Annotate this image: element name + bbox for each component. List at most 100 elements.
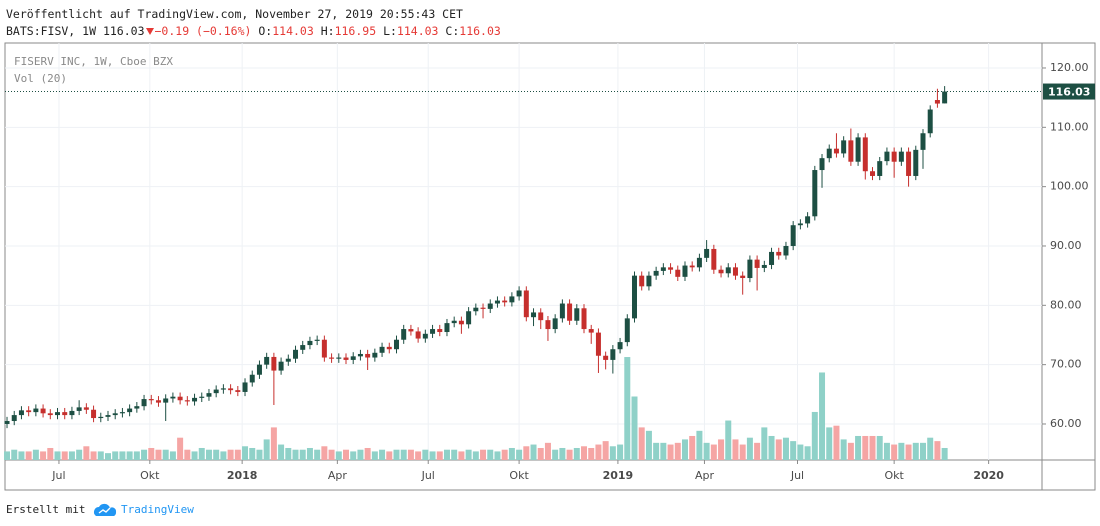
volume-bar (516, 449, 523, 460)
volume-bar (804, 446, 811, 460)
volume-bar (487, 449, 494, 460)
candle-body (18, 410, 24, 416)
x-tick-label: Jul (790, 469, 804, 482)
volume-bar (739, 444, 746, 460)
candle-body (329, 357, 335, 359)
candle-body (790, 225, 796, 246)
candle-body (458, 320, 464, 325)
candle-body (336, 357, 342, 359)
volume-bar (213, 449, 220, 460)
volume-bar (919, 442, 926, 460)
volume-bar (559, 447, 566, 460)
candle-body (105, 415, 111, 417)
volume-bar (299, 449, 306, 460)
candle-body (559, 303, 565, 319)
candle-body (696, 257, 702, 268)
candle-body (4, 421, 10, 424)
volume-bar (220, 451, 227, 460)
volume-bar (631, 396, 638, 460)
y-tick-label: 110.00 (1050, 120, 1089, 133)
candle-body (148, 399, 154, 401)
candle-body (610, 349, 616, 360)
volume-bar (667, 444, 674, 460)
candle-body (293, 349, 299, 359)
volume-bar (588, 447, 595, 460)
volume-bar (4, 451, 11, 460)
candle-body (365, 353, 371, 358)
candle-body (401, 329, 407, 340)
candle-body (343, 357, 349, 360)
volume-bar (746, 437, 753, 460)
volume-bar (718, 439, 725, 460)
candle-body (783, 245, 789, 256)
candle-body (574, 308, 580, 321)
volume-bar (407, 449, 414, 460)
candle-body (350, 356, 356, 360)
volume-bar (429, 451, 436, 460)
volume-bar (689, 435, 696, 460)
candle-body (415, 331, 421, 339)
candle-body (184, 400, 190, 402)
volume-bar (249, 447, 256, 460)
plot (4, 43, 1042, 460)
candle-body (660, 267, 666, 271)
candle-body (747, 259, 753, 279)
candle-body (26, 410, 32, 413)
volume-bar (725, 420, 732, 460)
volume-bar (119, 451, 126, 460)
volume-bar (371, 451, 378, 460)
y-tick-label: 100.00 (1050, 180, 1089, 193)
pane-title: FISERV INC, 1W, Cboe BZX (14, 55, 173, 68)
candle-body (934, 100, 940, 104)
volume-bar (242, 446, 249, 460)
volume-bar (415, 451, 422, 460)
candle-body (437, 329, 443, 333)
volume-bar (703, 442, 710, 460)
volume-bar (148, 447, 155, 460)
volume-bar (133, 451, 140, 460)
candle-body (646, 275, 652, 287)
volume-bar (458, 451, 465, 460)
volume-bar (104, 453, 111, 460)
candle-body (170, 396, 176, 399)
candle-body (444, 323, 450, 333)
volume-bar (83, 446, 90, 460)
candle-body (33, 408, 39, 413)
candle-body (833, 148, 839, 154)
volume-bar (32, 449, 39, 460)
candle-body (797, 223, 803, 226)
volume-bar (905, 444, 912, 460)
last-price-label: 116.03 (1048, 86, 1090, 99)
candle-body (192, 397, 198, 402)
candle-body (754, 259, 760, 268)
volume-bar (480, 449, 487, 460)
candle-body (199, 396, 205, 398)
candle-body (826, 148, 832, 159)
candle-body (653, 270, 659, 276)
volume-bar (826, 427, 833, 460)
candle-body (98, 416, 104, 419)
volume-bar (645, 430, 652, 460)
change: −0.19 (−0.16%) (154, 24, 252, 38)
candle-body (47, 413, 53, 416)
volume-bar (754, 442, 761, 460)
candle-body (545, 320, 551, 330)
volume-bar (76, 449, 83, 460)
candle-body (300, 345, 306, 350)
volume-bar (732, 439, 739, 460)
candle-body (163, 398, 169, 403)
candle-body (523, 290, 529, 318)
volume-bar (883, 442, 890, 460)
volume-bar (47, 447, 54, 460)
volume-bar (90, 451, 97, 460)
candle-body (451, 320, 457, 324)
candle-body (256, 364, 262, 375)
volume-bar (162, 449, 169, 460)
volume-bar (811, 411, 818, 460)
volume-bar (581, 446, 588, 460)
candle-body (307, 340, 313, 346)
volume-bar (869, 435, 876, 460)
candle-body (581, 308, 587, 330)
candle-body (877, 161, 883, 176)
candle-body (906, 151, 912, 176)
